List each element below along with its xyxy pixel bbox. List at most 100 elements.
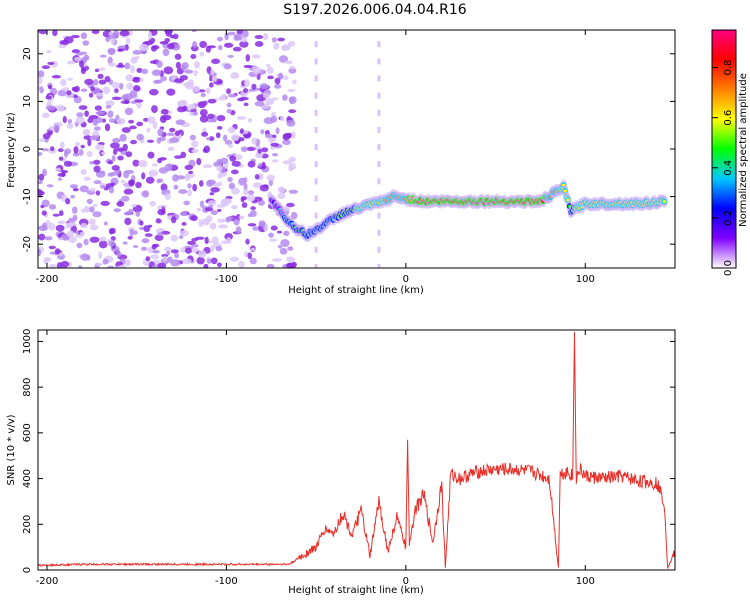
noise-blob <box>210 209 218 216</box>
noise-blob <box>246 146 256 151</box>
noise-blob <box>67 77 73 81</box>
noise-blob <box>173 78 184 83</box>
noise-blob <box>63 36 74 44</box>
noise-blob <box>266 63 271 68</box>
noise-blob <box>249 257 257 265</box>
noise-blob <box>251 137 257 145</box>
noise-blob <box>157 157 163 164</box>
noise-blob <box>204 207 214 212</box>
noise-blob <box>152 249 160 254</box>
noise-blob <box>95 92 104 97</box>
noise-blob <box>264 133 274 139</box>
noise-blob <box>152 121 158 129</box>
noise-blob <box>258 163 263 168</box>
spectrogram-y-ticks: -20 -10 0 10 20 <box>22 47 675 252</box>
noise-blob <box>206 137 211 141</box>
noise-blob <box>266 263 275 268</box>
noise-blob <box>157 262 167 268</box>
noise-blob <box>92 118 99 126</box>
noise-blob <box>267 75 274 80</box>
noise-blob <box>116 265 123 268</box>
noise-blob <box>207 113 215 119</box>
noise-blob <box>226 88 232 95</box>
noise-blob <box>216 208 222 212</box>
noise-blob <box>255 153 261 158</box>
noise-blob <box>110 39 116 45</box>
noise-blob <box>129 229 134 237</box>
noise-blob <box>127 235 133 240</box>
noise-blob <box>204 236 209 245</box>
streak-mark <box>377 246 381 253</box>
noise-blob <box>132 244 139 248</box>
snr-series-line <box>38 331 675 569</box>
noise-blob <box>217 181 223 186</box>
noise-blob <box>250 206 256 211</box>
noise-blob <box>141 172 146 180</box>
noise-blob <box>38 248 42 257</box>
noise-blob <box>151 69 162 76</box>
noise-blob <box>106 265 115 268</box>
noise-blob <box>199 40 207 49</box>
noise-blob <box>224 32 229 41</box>
noise-blob <box>254 35 264 40</box>
noise-blob <box>115 64 126 68</box>
noise-blob <box>216 158 222 166</box>
noise-blob <box>79 185 89 193</box>
noise-blob <box>271 37 277 43</box>
noise-blob <box>92 203 98 208</box>
snr-y-ticks: 0 200 400 600 800 1000 <box>22 329 675 573</box>
noise-blob <box>199 200 205 208</box>
noise-blob <box>57 89 67 97</box>
streak-mark <box>377 126 381 133</box>
noise-blob <box>164 30 174 35</box>
noise-blob <box>41 148 50 152</box>
spectrogram-y-tick-label: 0 <box>22 146 33 152</box>
noise-blob <box>272 258 282 262</box>
snr-y-label: SNR (10 * v/v) <box>6 414 17 485</box>
noise-blob <box>272 134 277 138</box>
noise-blob <box>210 257 218 265</box>
noise-blob <box>78 148 84 156</box>
noise-blob <box>38 180 44 185</box>
noise-blob <box>231 204 238 210</box>
noise-blob <box>113 208 121 213</box>
noise-blob <box>277 192 286 200</box>
noise-blob <box>180 246 187 253</box>
noise-blob <box>54 248 61 255</box>
noise-blob <box>169 137 180 144</box>
snr-y-tick-label: 600 <box>22 423 33 442</box>
noise-blob <box>63 160 73 167</box>
noise-blob <box>124 107 134 116</box>
streak-mark <box>314 161 318 168</box>
noise-blob <box>287 246 294 251</box>
noise-blob <box>72 152 80 157</box>
spectrogram-y-tick-label: -10 <box>22 188 33 204</box>
spectrogram-x-ticks: -200 -100 0 100 <box>36 30 595 285</box>
noise-blob <box>227 31 236 36</box>
noise-blob <box>108 186 115 194</box>
noise-blob <box>80 67 87 75</box>
noise-blob <box>123 170 130 179</box>
noise-blob <box>76 242 83 249</box>
noise-blob <box>187 183 192 189</box>
noise-blob <box>252 182 263 189</box>
noise-blob <box>138 43 149 52</box>
snr-x-tick-label: -100 <box>215 576 238 587</box>
noise-blob <box>260 129 265 135</box>
noise-blob <box>281 44 289 51</box>
noise-blob <box>252 226 259 231</box>
noise-blob <box>131 77 142 82</box>
noise-blob <box>167 43 175 50</box>
noise-blob <box>180 151 187 159</box>
noise-blob <box>157 232 164 237</box>
noise-blob <box>92 211 102 218</box>
noise-blob <box>165 250 171 256</box>
noise-blob <box>286 202 295 208</box>
noise-blob <box>243 102 249 107</box>
noise-blob <box>189 134 196 141</box>
noise-blob <box>150 254 159 260</box>
noise-blob <box>87 138 92 147</box>
colorbar-tick-label: 0.4 <box>723 160 734 176</box>
streak-mark <box>377 161 381 168</box>
noise-blob <box>88 114 99 120</box>
